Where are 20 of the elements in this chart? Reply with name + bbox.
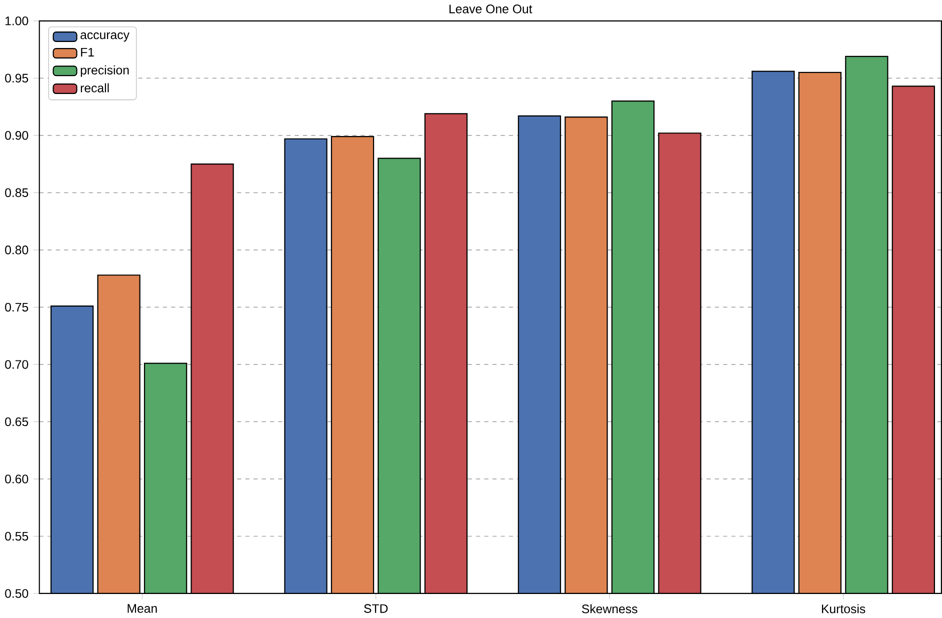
- y-tick-label: 0.50: [5, 589, 28, 598]
- x-tick-label: Kurtosis: [822, 604, 866, 614]
- x-tick-label: STD: [364, 604, 388, 614]
- x-tick-label: Skewness: [582, 604, 638, 614]
- y-tick-label: 0.55: [5, 532, 28, 541]
- y-tick-label: 0.95: [5, 74, 28, 83]
- y-tick-label: 0.75: [5, 302, 28, 312]
- chart-title: Leave One Out: [450, 4, 532, 14]
- y-tick-label: 0.90: [5, 131, 28, 140]
- y-tick-label: 0.65: [5, 417, 28, 426]
- legend-label: F1: [81, 48, 94, 57]
- y-tick-label: 0.70: [5, 360, 28, 369]
- legend-label: recall: [80, 83, 109, 92]
- legend-label: precision: [80, 65, 129, 77]
- x-tick-label: Mean: [128, 604, 157, 613]
- y-tick-label: 1.00: [6, 16, 28, 26]
- y-tick-label: 0.80: [5, 246, 28, 254]
- y-tick-label: 0.60: [5, 474, 28, 484]
- y-tick-label: 0.85: [5, 188, 28, 198]
- legend-label: accuracy: [80, 32, 130, 42]
